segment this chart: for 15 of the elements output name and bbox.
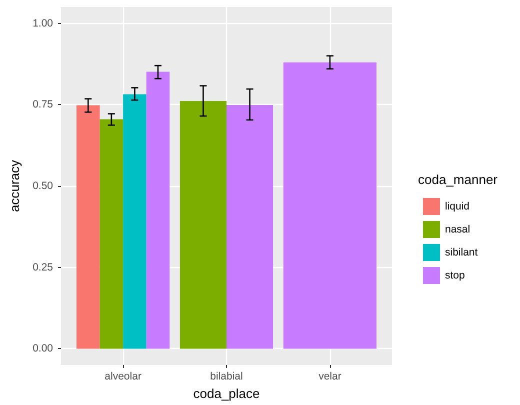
x-tick-label: velar (318, 370, 342, 382)
y-tick-label: 1.00 (32, 17, 54, 30)
x-tick-label: bilabial (210, 370, 243, 382)
y-axis-title: accuracy (7, 159, 22, 212)
legend-title: coda_manner (418, 172, 498, 187)
y-tick-label: 0.50 (32, 180, 54, 192)
legend-label: liquid (445, 200, 470, 212)
y-tick-label: 0.00 (32, 342, 54, 355)
x-tick-label: alveolar (104, 370, 142, 382)
y-tick-label: 0.25 (32, 261, 54, 274)
y-tick-label: 0.75 (32, 98, 54, 111)
legend-label: stop (445, 270, 466, 282)
legend-label: nasal (445, 224, 470, 236)
x-axis-title: coda_place (193, 386, 260, 401)
legend-label: sibilant (445, 246, 478, 258)
